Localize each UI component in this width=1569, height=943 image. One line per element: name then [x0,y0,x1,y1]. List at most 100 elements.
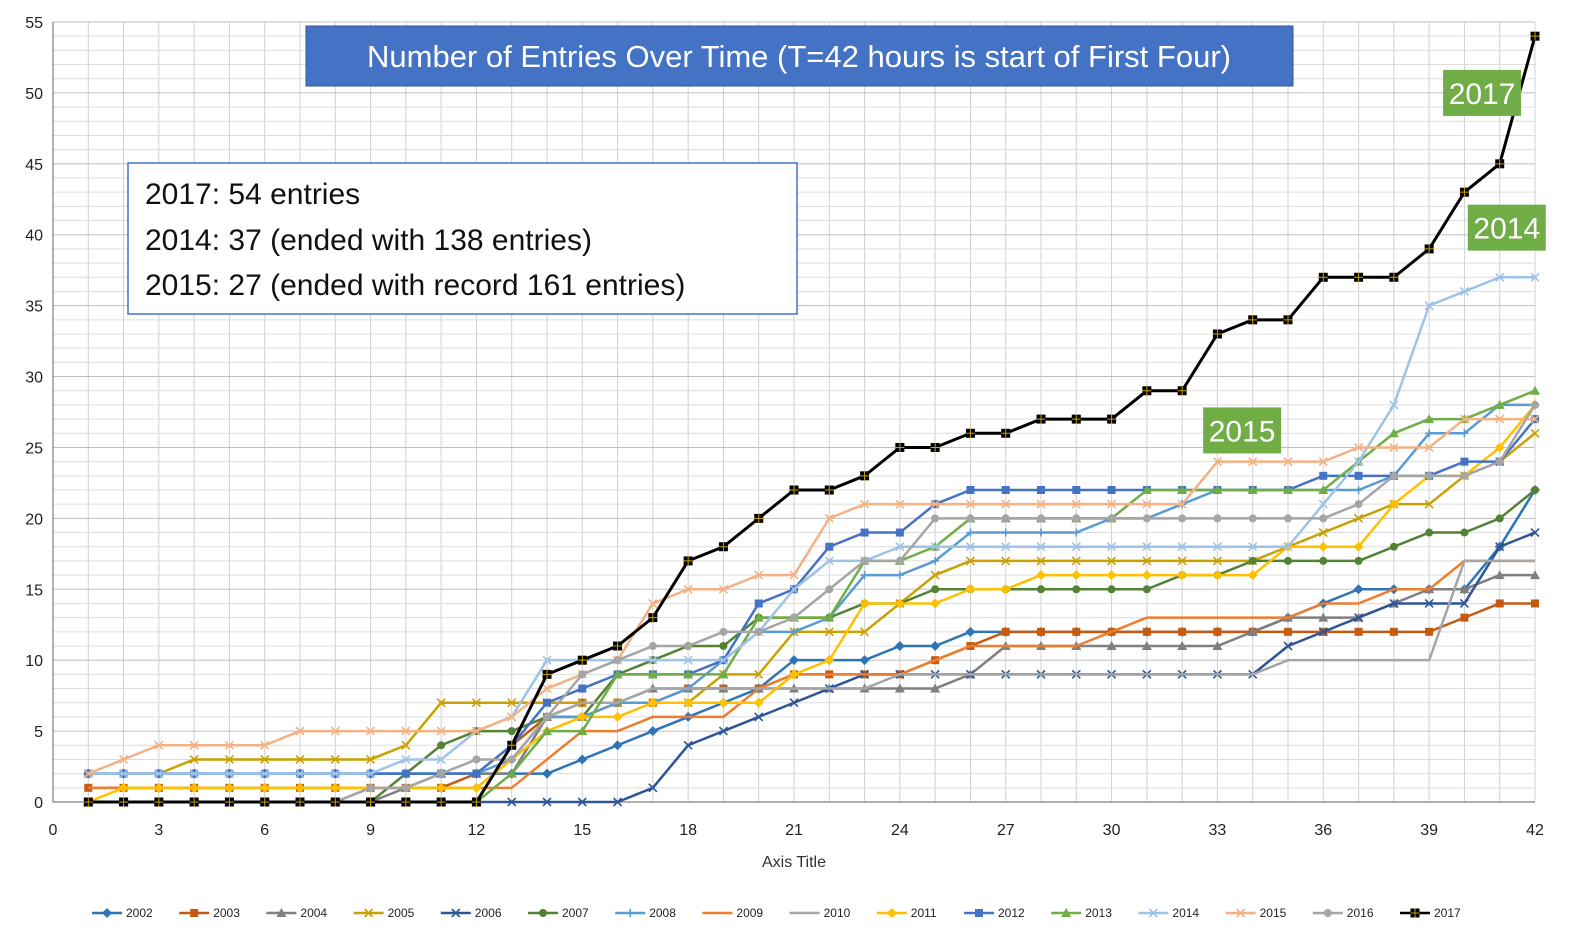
legend-label: 2006 [475,906,502,920]
data-point-2014 [1001,542,1011,552]
data-point-2014 [1177,542,1187,552]
data-point-2011 [1494,442,1505,453]
legend-item-2007: 2007 [528,906,589,920]
marker-cross [1318,272,1328,282]
data-point-2014 [119,769,129,779]
data-point-2015 [1424,442,1434,453]
marker-cross [824,485,834,495]
data-point-2016 [1142,514,1151,523]
marker-cross [1071,414,1081,424]
data-point-2016 [1354,500,1363,509]
data-point-2017 [789,485,799,495]
data-point-2011 [1318,541,1329,552]
data-point-2017 [83,797,93,807]
x-tick-label: 39 [1420,822,1438,839]
legend-label: 2013 [1085,906,1112,920]
data-point-2014 [1318,499,1328,509]
data-point-2015 [1495,414,1505,424]
data-point-2011 [1247,570,1258,581]
data-point-2004 [1212,641,1223,650]
data-point-2003 [1495,599,1504,608]
data-point-2005 [1354,513,1364,523]
data-point-2013 [1530,385,1540,395]
data-point-2015 [1177,499,1187,509]
marker-cross [895,442,905,452]
marker-cross [1495,159,1505,169]
data-point-2006 [1318,627,1328,637]
data-point-2015 [1036,499,1046,509]
data-point-2014 [1212,542,1222,552]
data-point-2016 [1072,514,1081,523]
y-tick-label: 30 [25,370,43,387]
data-point-2017 [965,428,975,438]
data-point-2008 [1037,528,1045,537]
marker-cross [754,513,764,523]
data-point-2014 [895,542,905,552]
data-point-2017 [1389,272,1399,282]
data-point-2017 [648,613,658,623]
data-point-2012 [1107,486,1116,494]
y-tick-label: 0 [34,795,43,812]
data-point-2016 [966,514,975,523]
x-tick-label: 21 [785,822,803,839]
marker-cross [683,556,693,566]
data-point-2013 [824,612,835,622]
data-point-2005 [366,754,376,765]
marker-cross [436,797,446,807]
legend-item-2017: 2017 [1400,906,1461,920]
marker-cross [1036,414,1046,424]
data-point-2014 [436,754,446,765]
data-point-2015 [1107,499,1117,509]
series-line-2011 [87,404,1536,804]
data-point-2017 [401,797,411,807]
data-point-2015 [83,769,93,779]
data-point-2012 [472,769,481,778]
legend-marker [1236,908,1246,918]
data-point-2011 [118,782,129,793]
x-tick-label: 42 [1526,822,1544,839]
data-point-2015 [789,570,799,580]
data-point-2013 [1212,485,1223,494]
y-tick-label: 45 [25,157,43,174]
data-point-2015 [436,726,446,736]
data-point-2011 [789,669,799,680]
legend-label: 2004 [300,906,327,920]
x-tick-label: 24 [891,822,909,839]
callout-background [1203,407,1282,454]
legend-label: 2015 [1260,906,1287,920]
series-2014 [83,272,1540,779]
data-point-2005 [1318,527,1328,538]
data-point-2008 [790,627,798,636]
data-point-2011 [224,782,235,793]
data-point-2016 [613,656,622,665]
data-point-2015 [154,740,164,750]
data-point-2017 [1142,386,1152,396]
marker-cross [471,797,481,807]
data-point-2015 [507,712,517,722]
data-point-2016 [472,755,481,764]
data-point-2006 [648,783,658,793]
marker-cross [295,797,305,807]
data-point-2011 [1036,570,1046,581]
data-point-2016 [754,627,763,636]
legend-item-2012: 2012 [964,906,1025,920]
series-line-2015 [87,417,1535,775]
data-point-2003 [1354,627,1363,636]
data-point-2015 [860,499,870,509]
data-point-2002 [965,626,976,637]
data-point-2015 [330,726,340,736]
legend-item-2006: 2006 [440,906,502,920]
data-point-2007 [1389,542,1398,551]
legend-marker [451,908,461,918]
data-point-2015 [1354,442,1364,453]
data-point-2016 [1248,514,1257,523]
marker-cross [1177,386,1187,396]
marker-cross [507,740,517,750]
data-point-2005 [295,754,305,765]
data-point-2014 [154,769,164,779]
data-point-2011 [859,598,870,609]
data-point-2007 [1495,514,1504,523]
data-point-2011 [824,655,835,666]
data-point-2007 [507,727,516,736]
data-point-2016 [1107,514,1116,523]
